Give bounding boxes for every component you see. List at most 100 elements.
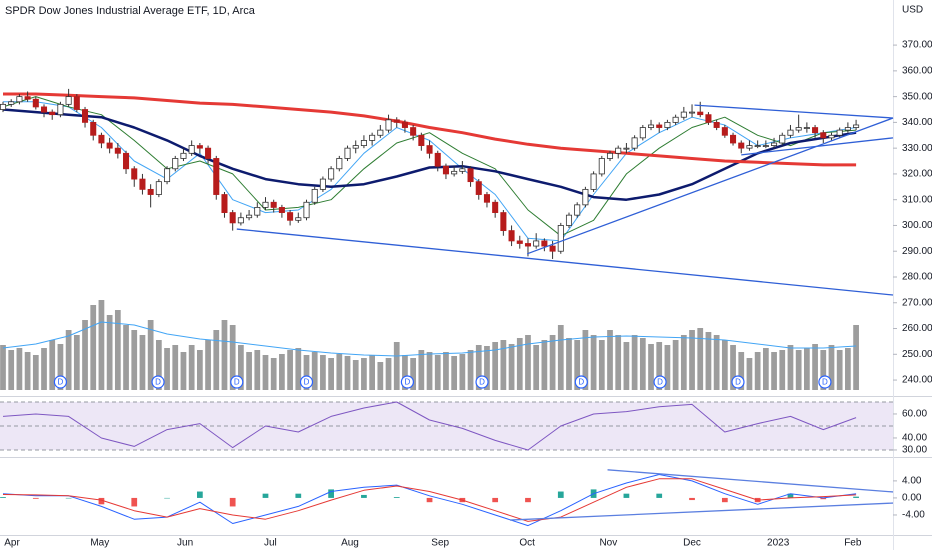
dividend-label: D <box>735 378 741 387</box>
volume-bar <box>836 350 843 390</box>
dividend-label: D <box>58 378 64 387</box>
macd-histogram-bar <box>98 497 105 505</box>
volume-bar <box>0 345 6 390</box>
dividend-label: D <box>234 378 240 387</box>
chart-title: SPDR Dow Jones Industrial Average ETF, 1… <box>5 5 256 17</box>
candle-body <box>853 124 860 128</box>
y-tick-label: 370.00 <box>902 40 932 51</box>
candle-body <box>574 204 581 216</box>
volume-bar <box>656 342 663 390</box>
candle-body <box>246 214 253 219</box>
volume-bar <box>361 358 367 390</box>
y-tick-label: 30.00 <box>902 445 927 456</box>
candle-body <box>401 121 408 128</box>
candle-body <box>65 96 72 105</box>
volume-bar <box>320 355 326 390</box>
volume-bar <box>664 345 671 390</box>
candle-body <box>656 124 663 128</box>
candle-body <box>73 96 80 110</box>
volume-bar <box>164 348 170 390</box>
candle-body <box>0 103 7 110</box>
volume-bar <box>500 340 507 390</box>
macd-histogram-bar <box>656 493 663 498</box>
indicator-line <box>2 474 857 527</box>
candle-body <box>451 170 458 175</box>
y-tick-label: 320.00 <box>902 169 932 180</box>
candle-body <box>516 240 523 244</box>
volume-bar <box>303 355 310 390</box>
volume-bar <box>131 330 138 390</box>
volume-bar <box>804 348 810 390</box>
volume-bar <box>352 360 359 390</box>
volume-bar <box>139 335 146 390</box>
dividend-marker <box>230 375 244 389</box>
volume-bar <box>213 330 220 390</box>
volume-bar <box>229 325 236 390</box>
volume-bar <box>853 325 859 390</box>
volume-bar <box>434 355 441 390</box>
candle-body <box>730 134 737 144</box>
candle-body <box>303 201 310 219</box>
volume-bar <box>123 325 129 390</box>
volume-bar <box>246 352 252 390</box>
candle-body <box>377 129 384 136</box>
y-tick-label: 40.00 <box>902 433 927 444</box>
volume-bar <box>779 350 786 390</box>
moving-average <box>2 96 857 237</box>
candle-body <box>508 230 515 242</box>
macd-histogram-bar <box>689 497 695 501</box>
volume-bar <box>98 300 105 390</box>
volume-bar <box>205 340 211 390</box>
volume-bar <box>451 356 458 390</box>
trendline <box>236 228 894 296</box>
volume-bar <box>188 345 195 390</box>
candle-body <box>705 114 712 123</box>
candle-body <box>582 188 589 206</box>
moving-average <box>3 92 857 167</box>
volume-bar <box>689 330 695 390</box>
y-tick-label: 4.00 <box>902 476 922 487</box>
volume-bar <box>475 345 482 390</box>
volume-bar <box>344 356 351 390</box>
y-tick-label: 300.00 <box>902 220 932 231</box>
volume-bar <box>713 335 720 390</box>
candle-body <box>180 152 187 159</box>
volume-average <box>2 321 857 357</box>
candle-body <box>106 142 113 149</box>
volume-bar <box>697 328 704 390</box>
volume-bar <box>402 355 408 390</box>
candle-body <box>713 121 720 128</box>
volume-bar <box>730 345 736 390</box>
candle-body <box>410 127 417 136</box>
candle-body <box>680 111 687 118</box>
volume-bar <box>680 335 687 390</box>
dividend-label: D <box>578 378 584 387</box>
volume-bar <box>49 340 56 390</box>
volume-bar <box>607 330 613 390</box>
candle-body <box>328 168 335 180</box>
volume-bar <box>705 332 712 390</box>
axis-unit: USD <box>902 5 923 16</box>
candle-body <box>828 134 835 139</box>
candle-body <box>492 201 499 213</box>
volume-bar <box>369 355 375 390</box>
candle-body <box>771 142 778 146</box>
volume-bar <box>90 305 97 390</box>
volume-bar <box>279 354 285 390</box>
volume-bar <box>155 340 162 390</box>
volume-bar <box>721 340 728 390</box>
candle-body <box>721 127 728 136</box>
candle-body <box>254 207 261 216</box>
x-tick-label: May <box>90 538 109 549</box>
candle-body <box>57 103 64 116</box>
volume-bar <box>254 350 261 390</box>
macd-histogram-bar <box>196 491 203 498</box>
macd-histogram-bar <box>721 497 728 503</box>
x-tick-label: Nov <box>599 538 617 549</box>
trendline <box>741 137 894 156</box>
volume-bar <box>549 335 556 390</box>
volume-bar <box>221 320 228 390</box>
x-tick-label: Feb <box>844 538 862 549</box>
volume-bar <box>845 348 851 390</box>
y-tick-label: -4.00 <box>902 510 925 521</box>
